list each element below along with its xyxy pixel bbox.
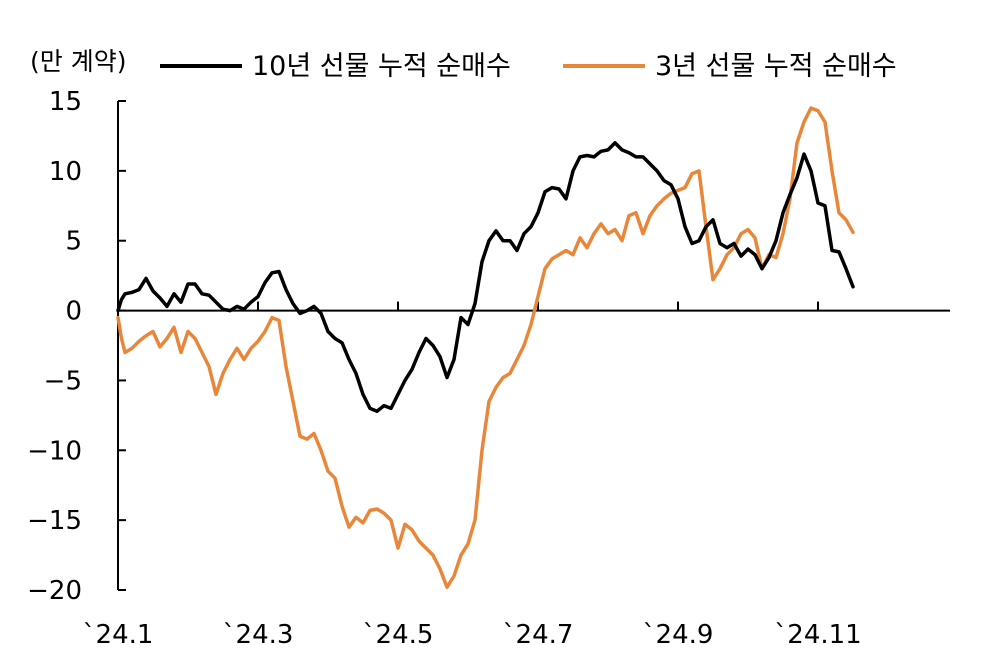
y-tick-label: 15 [49,87,82,117]
x-tick-label: `24.9 [643,620,714,650]
unit-label: (만 계약) [30,47,126,76]
series-line-10y [116,141,855,413]
y-tick-label: −15 [27,506,82,536]
y-tick-label: −10 [27,436,82,466]
legend: 10년 선물 누적 순매수 3년 선물 누적 순매수 [160,51,897,82]
y-tick-label: 10 [49,157,82,187]
x-tick-label: `24.5 [363,620,434,650]
axes: 15 10 5 0 −5 −10 −15 −20`24.1 `24.3 `24.5 `24.7 `24… [27,87,950,650]
y-tick-label: −5 [44,366,82,396]
y-tick-label: 0 [65,297,82,327]
y-tick-label: 5 [65,227,82,257]
legend-label-10y: 10년 선물 누적 순매수 [252,51,511,82]
x-tick-label: `24.1 [83,620,154,650]
x-tick-label: `24.3 [223,620,294,650]
series-line-3y [116,106,855,589]
x-tick-label: `24.7 [503,620,574,650]
y-tick-label: −20 [27,576,82,606]
legend-label-3y: 3년 선물 누적 순매수 [655,51,897,82]
series-layer [116,106,855,589]
x-tick-label: `24.11 [774,620,861,650]
